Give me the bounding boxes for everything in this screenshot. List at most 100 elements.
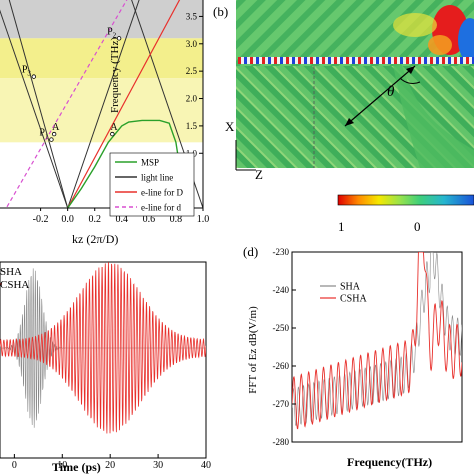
grating-gap: [433, 57, 436, 64]
x-tick-label: 40: [201, 460, 211, 471]
legend-entry: CSHA: [340, 294, 367, 305]
grating-cell: [238, 57, 241, 64]
grating-gap: [331, 57, 334, 64]
point-label: P2: [107, 26, 117, 39]
point-marker: [51, 131, 57, 137]
grating-cell: [436, 57, 439, 64]
point-marker: [49, 137, 54, 142]
light-line-0: [0, 0, 140, 208]
grating-gap: [307, 57, 310, 64]
axis-z-label: Z: [255, 167, 263, 182]
field-hotspot-blue: [458, 18, 474, 62]
grating-gap: [451, 57, 454, 64]
grating-gap: [403, 57, 406, 64]
grating-cell: [394, 57, 397, 64]
csha-trace: [0, 262, 206, 434]
grating-cell: [400, 57, 403, 64]
sha-trace: [292, 252, 462, 427]
grating-gap: [325, 57, 328, 64]
light-line-2: [8, 0, 69, 208]
panel-a-dispersion: -0.20.00.20.40.60.81.0 1.01.52.02.53.03.…: [0, 0, 209, 246]
point-label: P1: [39, 128, 49, 141]
grating-cell: [352, 57, 355, 64]
y-tick-label: 2.5: [186, 66, 198, 76]
grating-cell: [334, 57, 337, 64]
grating-gap: [409, 57, 412, 64]
x-tick-label: 0.0: [61, 214, 74, 225]
grating-cell: [262, 57, 265, 64]
grating-gap: [343, 57, 346, 64]
grating-cell: [466, 57, 469, 64]
y-tick-label: 1.5: [186, 121, 198, 131]
grating-cell: [364, 57, 367, 64]
grating-gap: [373, 57, 376, 64]
panel-d-fft: -230 -240 -250 -260 -270 -280 FFT of Ez dB(V/…: [243, 244, 463, 469]
grating-gap: [391, 57, 394, 64]
grating-gap: [301, 57, 304, 64]
grating-cell: [328, 57, 331, 64]
x-tick-label: 0.2: [88, 214, 101, 225]
y-tick-label: -280: [273, 437, 290, 447]
x-tick-label: 30: [153, 460, 163, 471]
grating-gap: [469, 57, 472, 64]
grating-gap: [253, 57, 256, 64]
legend-entry: CSHA: [0, 279, 29, 291]
grating-gap: [283, 57, 286, 64]
grating-gap: [385, 57, 388, 64]
grating-gap: [457, 57, 460, 64]
time-traces: [0, 262, 206, 434]
dispersion-lines: [0, 0, 203, 208]
y-tick-label: 3.0: [186, 39, 198, 49]
x-tick-label: 20: [105, 460, 115, 471]
grating-cell: [430, 57, 433, 64]
e-line-d: [5, 0, 128, 208]
grating-gap: [265, 57, 268, 64]
x-axis-label: Frequency(THz): [347, 455, 432, 469]
grating-cell: [256, 57, 259, 64]
legend-entry: e-line for D: [141, 188, 183, 198]
grating-cell: [418, 57, 421, 64]
x-tick-label: 0.4: [116, 214, 129, 225]
grating-gap: [361, 57, 364, 64]
grating-gap: [355, 57, 358, 64]
legend: MSP light line e-line for D e-line for d: [109, 152, 195, 217]
y-axis-label: FFT of Ez dB(V/m): [247, 306, 259, 394]
grating-gap: [337, 57, 340, 64]
grating-cell: [358, 57, 361, 64]
grating-cell: [244, 57, 247, 64]
grating-gap: [277, 57, 280, 64]
y-tick-label: -250: [273, 323, 290, 333]
grating-cell: [316, 57, 319, 64]
grating-cell: [250, 57, 253, 64]
grating-cell: [310, 57, 313, 64]
grating-cell: [322, 57, 325, 64]
grating-gap: [259, 57, 262, 64]
grating-cell: [370, 57, 373, 64]
y-ticks: -230 -240 -250 -260 -270 -280: [273, 247, 296, 447]
y-tick-label: -270: [273, 399, 290, 409]
grating-cell: [406, 57, 409, 64]
point-label: A: [52, 122, 60, 133]
legend-entry: SHA: [0, 266, 22, 278]
grating-cell: [424, 57, 427, 64]
grating-gap: [319, 57, 322, 64]
y-tick-label: -260: [273, 361, 290, 371]
e-line-D: [67, 0, 181, 208]
fft-traces: [292, 252, 462, 430]
grating-strip: [238, 57, 474, 64]
grating-cell: [448, 57, 451, 64]
grating-cell: [286, 57, 289, 64]
grating-gap: [349, 57, 352, 64]
x-tick-label: 0.6: [143, 214, 156, 225]
point-marker: [110, 131, 115, 137]
panel-b-field-map: θ X Z (b) 1 0: [213, 0, 474, 234]
grating-cell: [274, 57, 277, 64]
y-tick-label: -230: [273, 247, 290, 257]
x-tick-label: 10: [57, 460, 67, 471]
grating-gap: [379, 57, 382, 64]
grating-cell: [382, 57, 385, 64]
x-axis-label: Time (ps): [52, 460, 101, 474]
grating-gap: [271, 57, 274, 64]
